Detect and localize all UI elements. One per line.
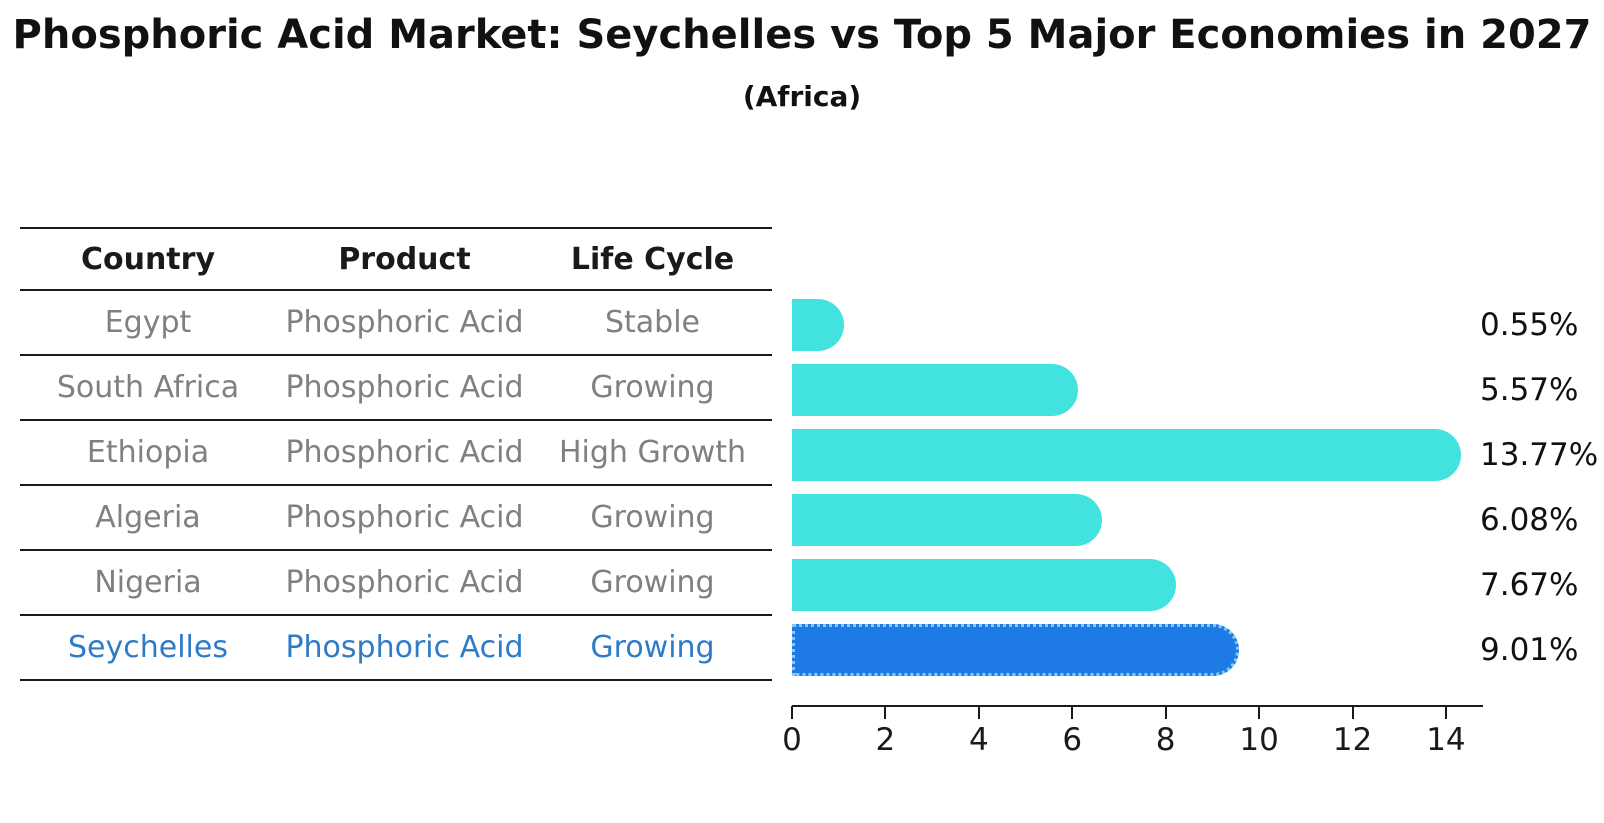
cell-country: Egypt <box>104 305 192 340</box>
value-label: 6.08% <box>1480 502 1579 538</box>
x-tick <box>1444 706 1447 719</box>
cell-life-cycle: Growing <box>590 500 715 535</box>
x-tick-label: 2 <box>875 722 896 758</box>
cell-country: Algeria <box>95 500 201 535</box>
cell-product: Phosphoric Acid <box>285 565 524 600</box>
bar-seychelles-highlighted <box>792 624 1239 676</box>
x-tick-label: 8 <box>1155 722 1176 758</box>
table-header-row: Country Product Life Cycle <box>20 227 772 291</box>
value-label: 0.55% <box>1480 307 1579 343</box>
cell-product: Phosphoric Acid <box>285 305 524 340</box>
x-tick <box>1164 706 1167 719</box>
x-tick <box>884 706 887 719</box>
table-row-egypt: Egypt Phosphoric Acid Stable <box>20 291 772 356</box>
table-header-life-cycle: Life Cycle <box>570 241 735 277</box>
x-tick-label: 14 <box>1426 722 1466 758</box>
x-axis-line <box>792 705 1483 707</box>
table-header-country: Country <box>80 241 216 277</box>
table-row-ethiopia: Ethiopia Phosphoric Acid High Growth <box>20 421 772 486</box>
cell-product: Phosphoric Acid <box>285 500 524 535</box>
country-table: Country Product Life Cycle Egypt Phospho… <box>20 227 772 681</box>
table-row-south-africa: South Africa Phosphoric Acid Growing <box>20 356 772 421</box>
value-label: 7.67% <box>1480 567 1579 603</box>
value-label: 5.57% <box>1480 372 1579 408</box>
cell-product: Phosphoric Acid <box>285 435 524 470</box>
x-tick <box>1258 706 1261 719</box>
x-tick <box>791 706 793 719</box>
table-row-nigeria: Nigeria Phosphoric Acid Growing <box>20 551 772 616</box>
cell-life-cycle: High Growth <box>558 435 747 470</box>
x-tick <box>1071 706 1074 719</box>
x-tick-label: 12 <box>1332 722 1373 758</box>
cell-country: Nigeria <box>94 565 202 600</box>
x-tick-label: 6 <box>1062 722 1083 758</box>
table-row-algeria: Algeria Phosphoric Acid Growing <box>20 486 772 551</box>
cell-country: Seychelles <box>68 630 228 665</box>
bar-egypt <box>792 299 844 351</box>
cell-product: Phosphoric Acid <box>285 370 524 405</box>
table-header-product: Product <box>338 241 471 277</box>
chart-title: Phosphoric Acid Market: Seychelles vs To… <box>12 12 1592 58</box>
bar-ethiopia <box>792 429 1462 481</box>
cell-country: South Africa <box>56 370 240 405</box>
x-tick-label: 4 <box>968 722 989 758</box>
bar-algeria <box>792 494 1102 546</box>
x-tick <box>977 706 980 719</box>
value-label: 9.01% <box>1480 632 1579 668</box>
value-label: 13.77% <box>1480 437 1599 473</box>
cell-life-cycle: Growing <box>590 370 715 405</box>
x-tick-label: 10 <box>1239 722 1279 758</box>
x-tick <box>1351 706 1354 719</box>
table-row-seychelles-highlighted: Seychelles Phosphoric Acid Growing <box>20 616 772 681</box>
cell-life-cycle: Growing <box>590 565 715 600</box>
bar-south-africa <box>792 364 1079 416</box>
bar-nigeria <box>792 559 1177 611</box>
cell-product: Phosphoric Acid <box>285 630 524 665</box>
x-tick-label: 0 <box>782 722 802 758</box>
cell-life-cycle: Stable <box>604 305 701 340</box>
cell-country: Ethiopia <box>86 435 210 470</box>
cell-life-cycle: Growing <box>590 630 715 665</box>
chart-subtitle: (Africa) <box>742 80 862 113</box>
